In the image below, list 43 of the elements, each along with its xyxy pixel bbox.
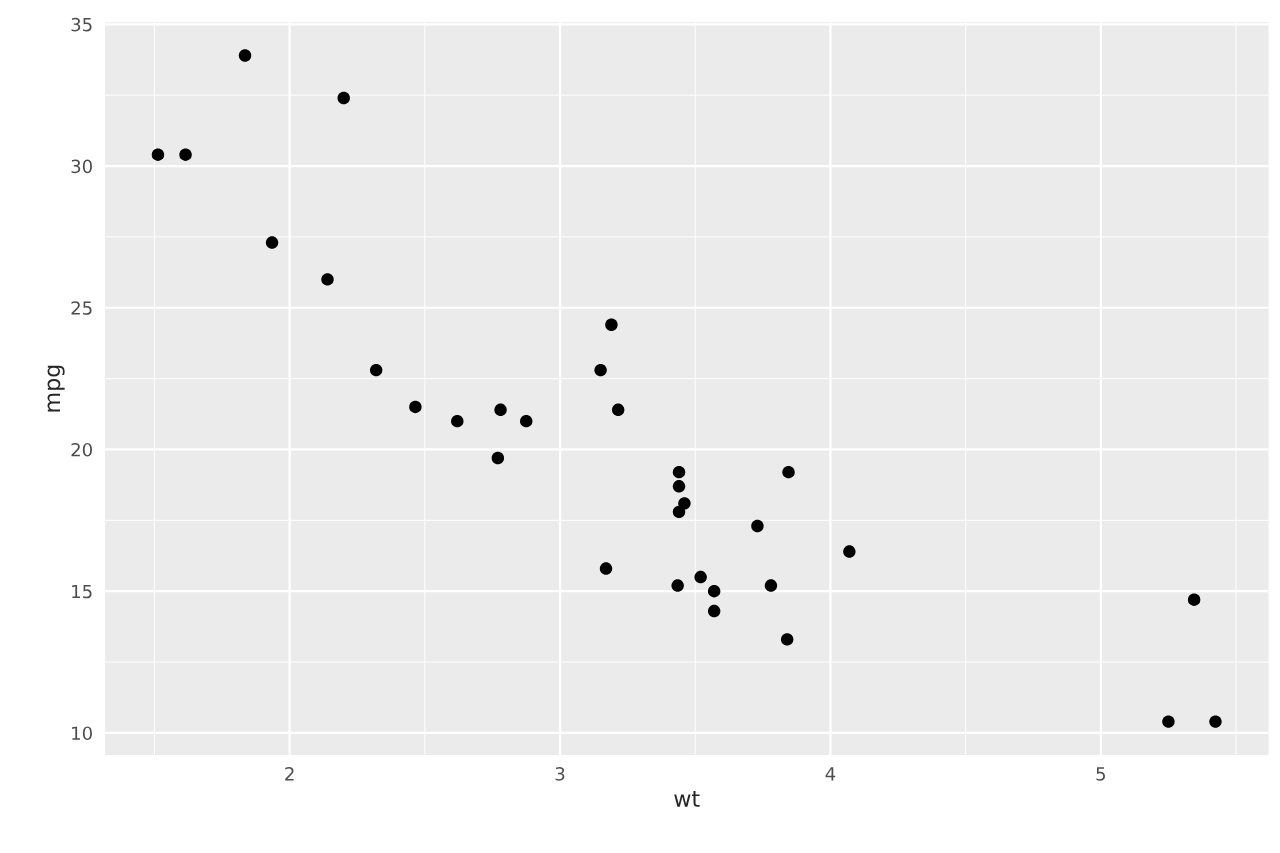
y-tick-label: 10 <box>72 726 92 741</box>
y-tick-label: 20 <box>71 442 92 457</box>
y-tick-label: 30 <box>71 159 92 174</box>
point <box>1209 715 1222 728</box>
point <box>672 480 686 493</box>
point <box>451 414 464 428</box>
x-axis-title: wt <box>674 791 700 807</box>
y-tick-label: 35 <box>71 17 92 32</box>
point <box>694 570 707 584</box>
point <box>409 400 422 414</box>
point <box>605 318 618 331</box>
point <box>671 579 684 592</box>
point <box>369 363 383 377</box>
point <box>491 451 505 465</box>
point <box>843 545 856 558</box>
point <box>672 465 686 479</box>
y-tick-label: 25 <box>71 301 92 315</box>
point <box>751 519 764 533</box>
point <box>265 236 279 249</box>
point <box>1187 593 1201 606</box>
y-axis-title: mpg <box>47 365 65 412</box>
point <box>1162 715 1175 728</box>
x-tick-label: 2 <box>285 767 294 781</box>
point <box>707 604 721 618</box>
point <box>179 148 192 161</box>
x-tick-label: 3 <box>555 767 565 781</box>
point <box>238 49 252 62</box>
point <box>594 363 607 377</box>
point <box>599 562 613 575</box>
point <box>151 148 165 161</box>
point <box>672 505 686 519</box>
point <box>782 465 795 479</box>
y-tick-label: 15 <box>72 584 92 599</box>
point <box>780 633 794 646</box>
point <box>764 579 778 592</box>
point <box>520 414 533 428</box>
point <box>494 403 507 417</box>
point <box>337 91 350 105</box>
point <box>611 403 625 417</box>
point <box>707 585 721 598</box>
x-tick-label: 4 <box>825 767 836 781</box>
x-tick-label: 5 <box>1096 767 1105 781</box>
point <box>321 273 334 286</box>
